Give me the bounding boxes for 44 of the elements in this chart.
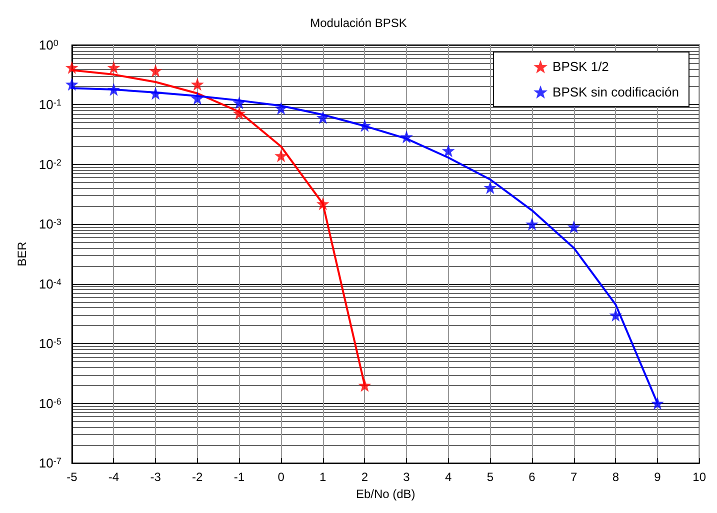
point xyxy=(232,96,246,110)
x-tick-label: 7 xyxy=(570,470,578,484)
point xyxy=(232,106,246,120)
x-tick-label: 6 xyxy=(528,470,536,484)
point xyxy=(274,102,288,115)
x-tick-label: 8 xyxy=(612,470,620,484)
x-tick-label: 9 xyxy=(654,470,662,484)
x-tick-label: -2 xyxy=(192,470,204,484)
point xyxy=(651,396,664,410)
point xyxy=(274,149,288,162)
y-axis-title: BER xyxy=(15,241,29,266)
x-tick-label: -3 xyxy=(150,470,162,484)
point xyxy=(149,86,162,100)
point xyxy=(567,220,580,234)
x-tick-label: 1 xyxy=(320,470,327,484)
x-tick-label: 3 xyxy=(403,470,410,484)
x-tick-label: 0 xyxy=(278,470,285,484)
point xyxy=(526,218,539,231)
point xyxy=(316,197,330,210)
chart-title: Modulación BPSK xyxy=(310,16,407,30)
x-tick-label: 4 xyxy=(445,470,452,484)
point xyxy=(400,130,414,144)
point xyxy=(190,78,204,91)
x-tick-label: 2 xyxy=(361,470,368,484)
point xyxy=(316,111,330,124)
point xyxy=(65,61,78,74)
legend-label: BPSK 1/2 xyxy=(552,59,609,74)
point xyxy=(442,144,455,158)
point xyxy=(358,118,372,132)
x-axis-title: Eb/No (dB) xyxy=(356,487,416,501)
x-tick-label: -5 xyxy=(66,470,78,484)
point xyxy=(107,61,120,74)
x-tick-label: 10 xyxy=(692,470,706,484)
point xyxy=(609,308,622,322)
x-tick-label: -4 xyxy=(108,470,120,484)
point xyxy=(149,64,162,78)
point xyxy=(484,181,497,194)
legend-label: BPSK sin codificación xyxy=(552,84,679,100)
point xyxy=(107,82,120,96)
x-tick-label: -1 xyxy=(234,470,245,484)
point xyxy=(190,92,204,105)
point xyxy=(358,378,372,392)
point xyxy=(65,78,78,91)
x-tick-label: 5 xyxy=(486,470,494,484)
